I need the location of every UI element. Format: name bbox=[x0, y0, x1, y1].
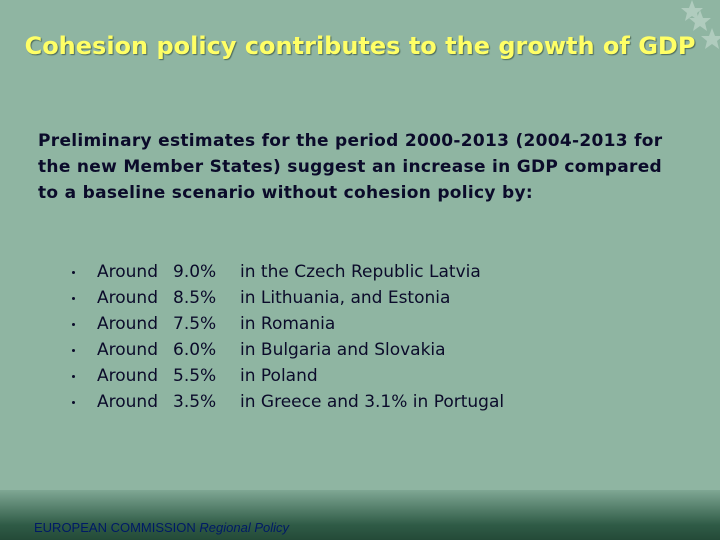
item-lead: Around bbox=[97, 288, 158, 308]
footer: EUROPEAN COMMISSION Regional Policy bbox=[34, 520, 289, 535]
item-lead: Around bbox=[97, 314, 158, 334]
item-share: 9.0% bbox=[173, 262, 217, 282]
bullet-dot bbox=[72, 297, 75, 300]
item-lead: Around bbox=[97, 366, 158, 386]
item-place: in Romania bbox=[240, 314, 336, 334]
bullet-dot bbox=[72, 375, 75, 378]
item-lead: Around bbox=[97, 392, 158, 412]
item-place: in Bulgaria and Slovakia bbox=[240, 340, 446, 360]
item-share: 5.5% bbox=[173, 366, 217, 386]
slide-title: Cohesion policy contributes to the growt… bbox=[24, 32, 696, 60]
item-place: in Greece and 3.1% in Portugal bbox=[240, 392, 505, 412]
footer-band bbox=[0, 490, 720, 540]
item-share: 7.5% bbox=[173, 314, 217, 334]
item-place: in Lithuania, and Estonia bbox=[240, 288, 451, 308]
item-share: 8.5% bbox=[173, 288, 217, 308]
item-lead: Around bbox=[97, 262, 158, 282]
bullet-dot bbox=[72, 349, 75, 352]
item-place: in Poland bbox=[240, 366, 318, 386]
item-lead: Around bbox=[97, 340, 158, 360]
bullet-dot bbox=[72, 323, 75, 326]
item-place: in the Czech Republic Latvia bbox=[240, 262, 481, 282]
footer-unit: Regional Policy bbox=[199, 520, 290, 535]
footer-organisation: EUROPEAN COMMISSION bbox=[34, 520, 196, 535]
bullet-dot bbox=[72, 271, 75, 274]
bullet-dot bbox=[72, 401, 75, 404]
decorative-stars bbox=[681, 0, 720, 49]
item-share: 6.0% bbox=[173, 340, 217, 360]
item-share: 3.5% bbox=[173, 392, 217, 412]
intro-text: Preliminary estimates for the period 200… bbox=[38, 131, 663, 203]
